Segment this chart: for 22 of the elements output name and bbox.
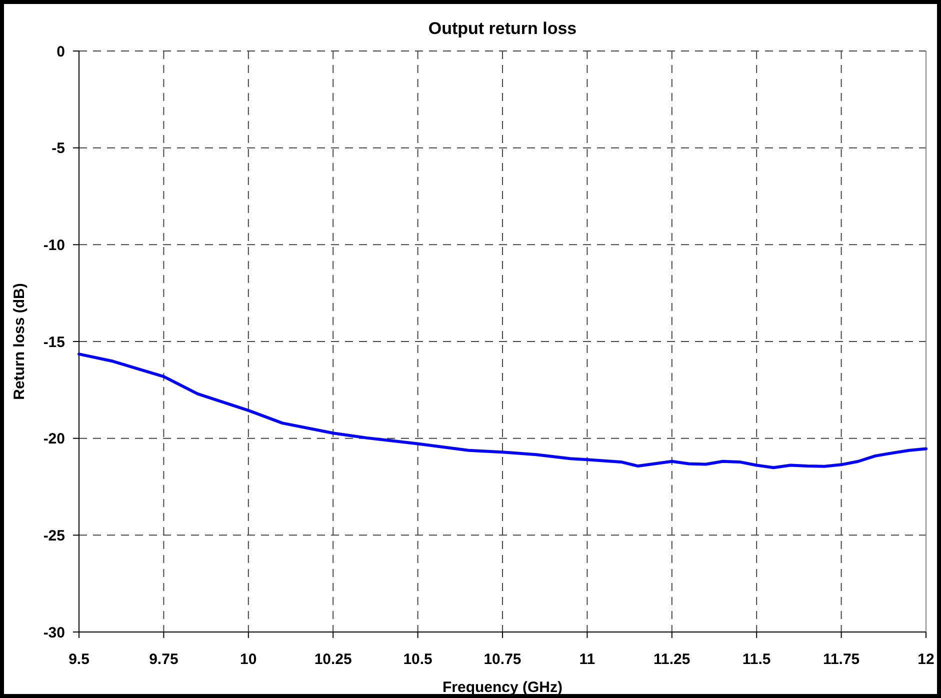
x-tick-label: 11 — [579, 651, 596, 668]
x-tick-label: 9.75 — [149, 651, 178, 668]
y-tick-label: -25 — [43, 527, 65, 544]
y-tick-label: -30 — [43, 624, 65, 642]
y-tick-label: -15 — [43, 334, 65, 351]
x-tick-label: 11.25 — [654, 651, 690, 668]
x-tick-label: 12 — [918, 651, 934, 668]
y-axis-title: Return loss (dB) — [11, 283, 28, 400]
x-axis-title: Frequency (GHz) — [442, 679, 563, 696]
x-tick-label: 10.25 — [314, 651, 352, 668]
x-tick-label: 10.5 — [403, 651, 432, 668]
chart-title: Output return loss — [428, 19, 577, 38]
x-tick-label: 10 — [240, 651, 257, 668]
line-series — [78, 352, 928, 470]
x-tick-label: 10.75 — [484, 651, 522, 668]
y-tick-label: -5 — [52, 140, 65, 158]
y-tick-label: -10 — [43, 236, 65, 254]
x-tick-label: 11.5 — [742, 651, 771, 668]
x-tick-label: 9.5 — [68, 651, 90, 668]
x-tick-label: 11.75 — [822, 651, 860, 668]
y-tick-label: -20 — [43, 430, 65, 448]
y-tick-label: 0 — [56, 43, 65, 60]
